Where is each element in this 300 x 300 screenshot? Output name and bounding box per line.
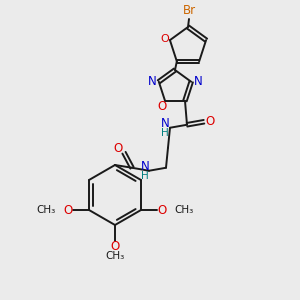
Text: O: O (158, 100, 166, 113)
Text: CH₃: CH₃ (37, 205, 56, 215)
Text: H: H (161, 128, 169, 138)
Text: O: O (110, 239, 120, 253)
Text: N: N (141, 160, 149, 173)
Text: H: H (141, 171, 149, 181)
Text: O: O (160, 34, 169, 44)
Text: N: N (194, 75, 203, 88)
Text: CH₃: CH₃ (174, 205, 193, 215)
Text: N: N (148, 75, 156, 88)
Text: O: O (113, 142, 123, 155)
Text: CH₃: CH₃ (105, 251, 124, 261)
Text: Br: Br (182, 4, 196, 17)
Text: N: N (160, 117, 169, 130)
Text: O: O (206, 115, 214, 128)
Text: O: O (158, 203, 166, 217)
Text: O: O (63, 203, 73, 217)
